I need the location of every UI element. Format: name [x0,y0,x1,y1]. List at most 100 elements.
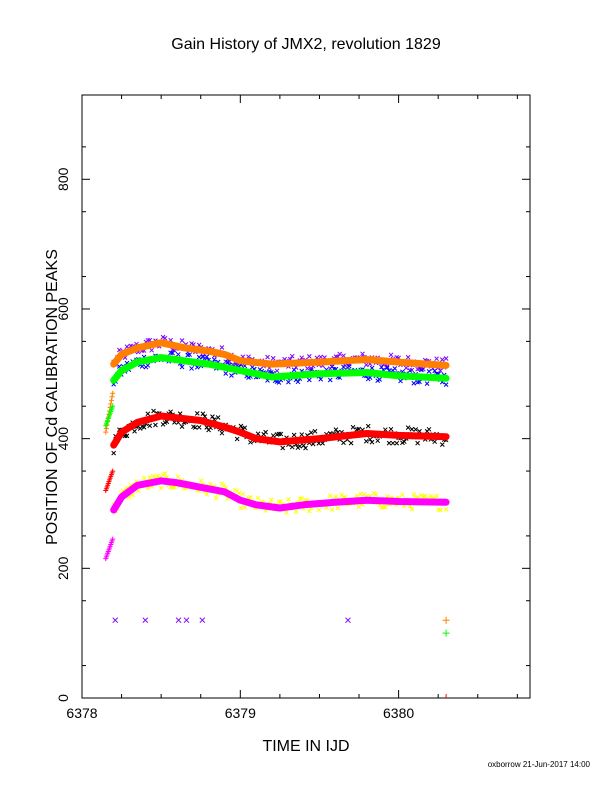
y-tick-label: 0 [55,694,71,702]
scatter-point [369,439,375,445]
rise-point [108,397,114,403]
scatter-point [382,504,388,510]
scatter-point [187,352,193,358]
isolated-point [345,617,351,624]
scatter-point [434,356,439,362]
isolated-point [442,629,450,637]
scatter-point [196,354,202,360]
scatter-point [401,439,407,445]
scatter-point [428,493,434,499]
scatter-point [306,377,312,383]
scatter-point [286,379,291,385]
scatter-point [291,367,297,373]
scatter-point [236,490,242,496]
scatter-point [318,376,324,382]
y-tick-label: 400 [55,427,71,451]
scatter-point [419,367,424,373]
scatter-point [168,409,174,415]
plot-frame [81,94,531,699]
scatter-point [335,505,341,511]
scatter-point [341,364,346,370]
scatter-point [200,354,206,360]
scatter-point [327,377,333,383]
scatter-point [297,443,303,449]
scatter-point [350,424,356,430]
scatter-point [286,497,291,502]
scatter-point [270,433,276,438]
scatter-point [398,378,403,384]
scatter-point [158,485,164,491]
scatter-point [289,444,295,450]
scatter-point [242,505,248,510]
scatter-point [377,377,382,382]
scatter-point [223,371,229,376]
scatter-point [369,365,375,371]
scatter-point [189,366,194,371]
scatter-point [111,450,117,456]
scatter-point [367,437,373,442]
scatter-point [426,426,432,432]
scatter-point [179,338,185,343]
scatter-point [375,438,381,444]
x-tick-label: 6380 [383,705,414,721]
rise-point [110,468,116,474]
scatter-point [354,493,360,498]
scatter-point [439,442,445,447]
scatter-point [151,408,156,414]
scatter-point [373,492,379,497]
scatter-point [139,364,145,369]
scatter-point [409,426,415,432]
fit-line-red [110,412,450,449]
scatter-point [151,473,156,479]
scatter-point [337,351,343,357]
scatter-point [438,507,443,513]
scatter-point [348,440,354,446]
scatter-point [358,491,363,497]
scatter-point [291,432,297,438]
scatter-point [211,357,217,362]
scatter-point [409,506,415,512]
rise-point [103,429,109,435]
scatter-point [318,354,324,360]
rise-point [103,426,109,432]
scatter-point [179,364,185,370]
scatter-point [394,440,400,446]
scatter-point [204,354,210,360]
x-axis-label: TIME IN IJD [262,738,350,755]
scatter-point [439,357,445,362]
scatter-point [426,368,432,374]
scatter-point [200,353,206,359]
scatter-point [149,347,155,353]
scatter-point [238,423,244,429]
scatter-point [417,379,422,385]
scatter-point [392,366,398,371]
rise-point [110,390,116,396]
scatter-point [379,364,384,370]
scatter-point [204,492,210,497]
fit-line-orange [110,339,450,369]
scatter-point [424,381,430,387]
x-tick-label: 6378 [66,705,97,721]
y-axis-label: POSITION OF Cd CALIBRATION PEAKS [44,249,61,545]
scatter-point [329,364,335,369]
scatter-point [434,493,439,499]
scatter-point [278,431,284,437]
scatter-point [363,362,369,368]
isolated-point [199,617,206,624]
scatter-point [299,355,305,361]
scatter-point [219,345,225,350]
scatter-point [341,353,346,359]
scatter-point [289,353,295,359]
scatter-point [170,350,175,356]
fit-line-magenta [110,477,450,514]
isolated-point [142,617,149,624]
isolated-point [112,617,119,624]
scatter-point [305,366,310,371]
scatter-point [432,368,438,374]
scatter-point [365,423,371,429]
scatter-point [162,335,168,341]
scatter-point [413,427,419,432]
scatter-point [179,424,185,429]
isolated-point [175,617,182,624]
